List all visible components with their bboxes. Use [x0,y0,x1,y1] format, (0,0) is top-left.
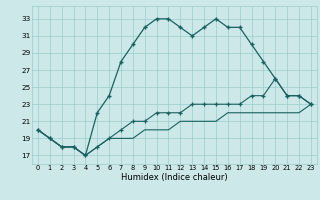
X-axis label: Humidex (Indice chaleur): Humidex (Indice chaleur) [121,173,228,182]
